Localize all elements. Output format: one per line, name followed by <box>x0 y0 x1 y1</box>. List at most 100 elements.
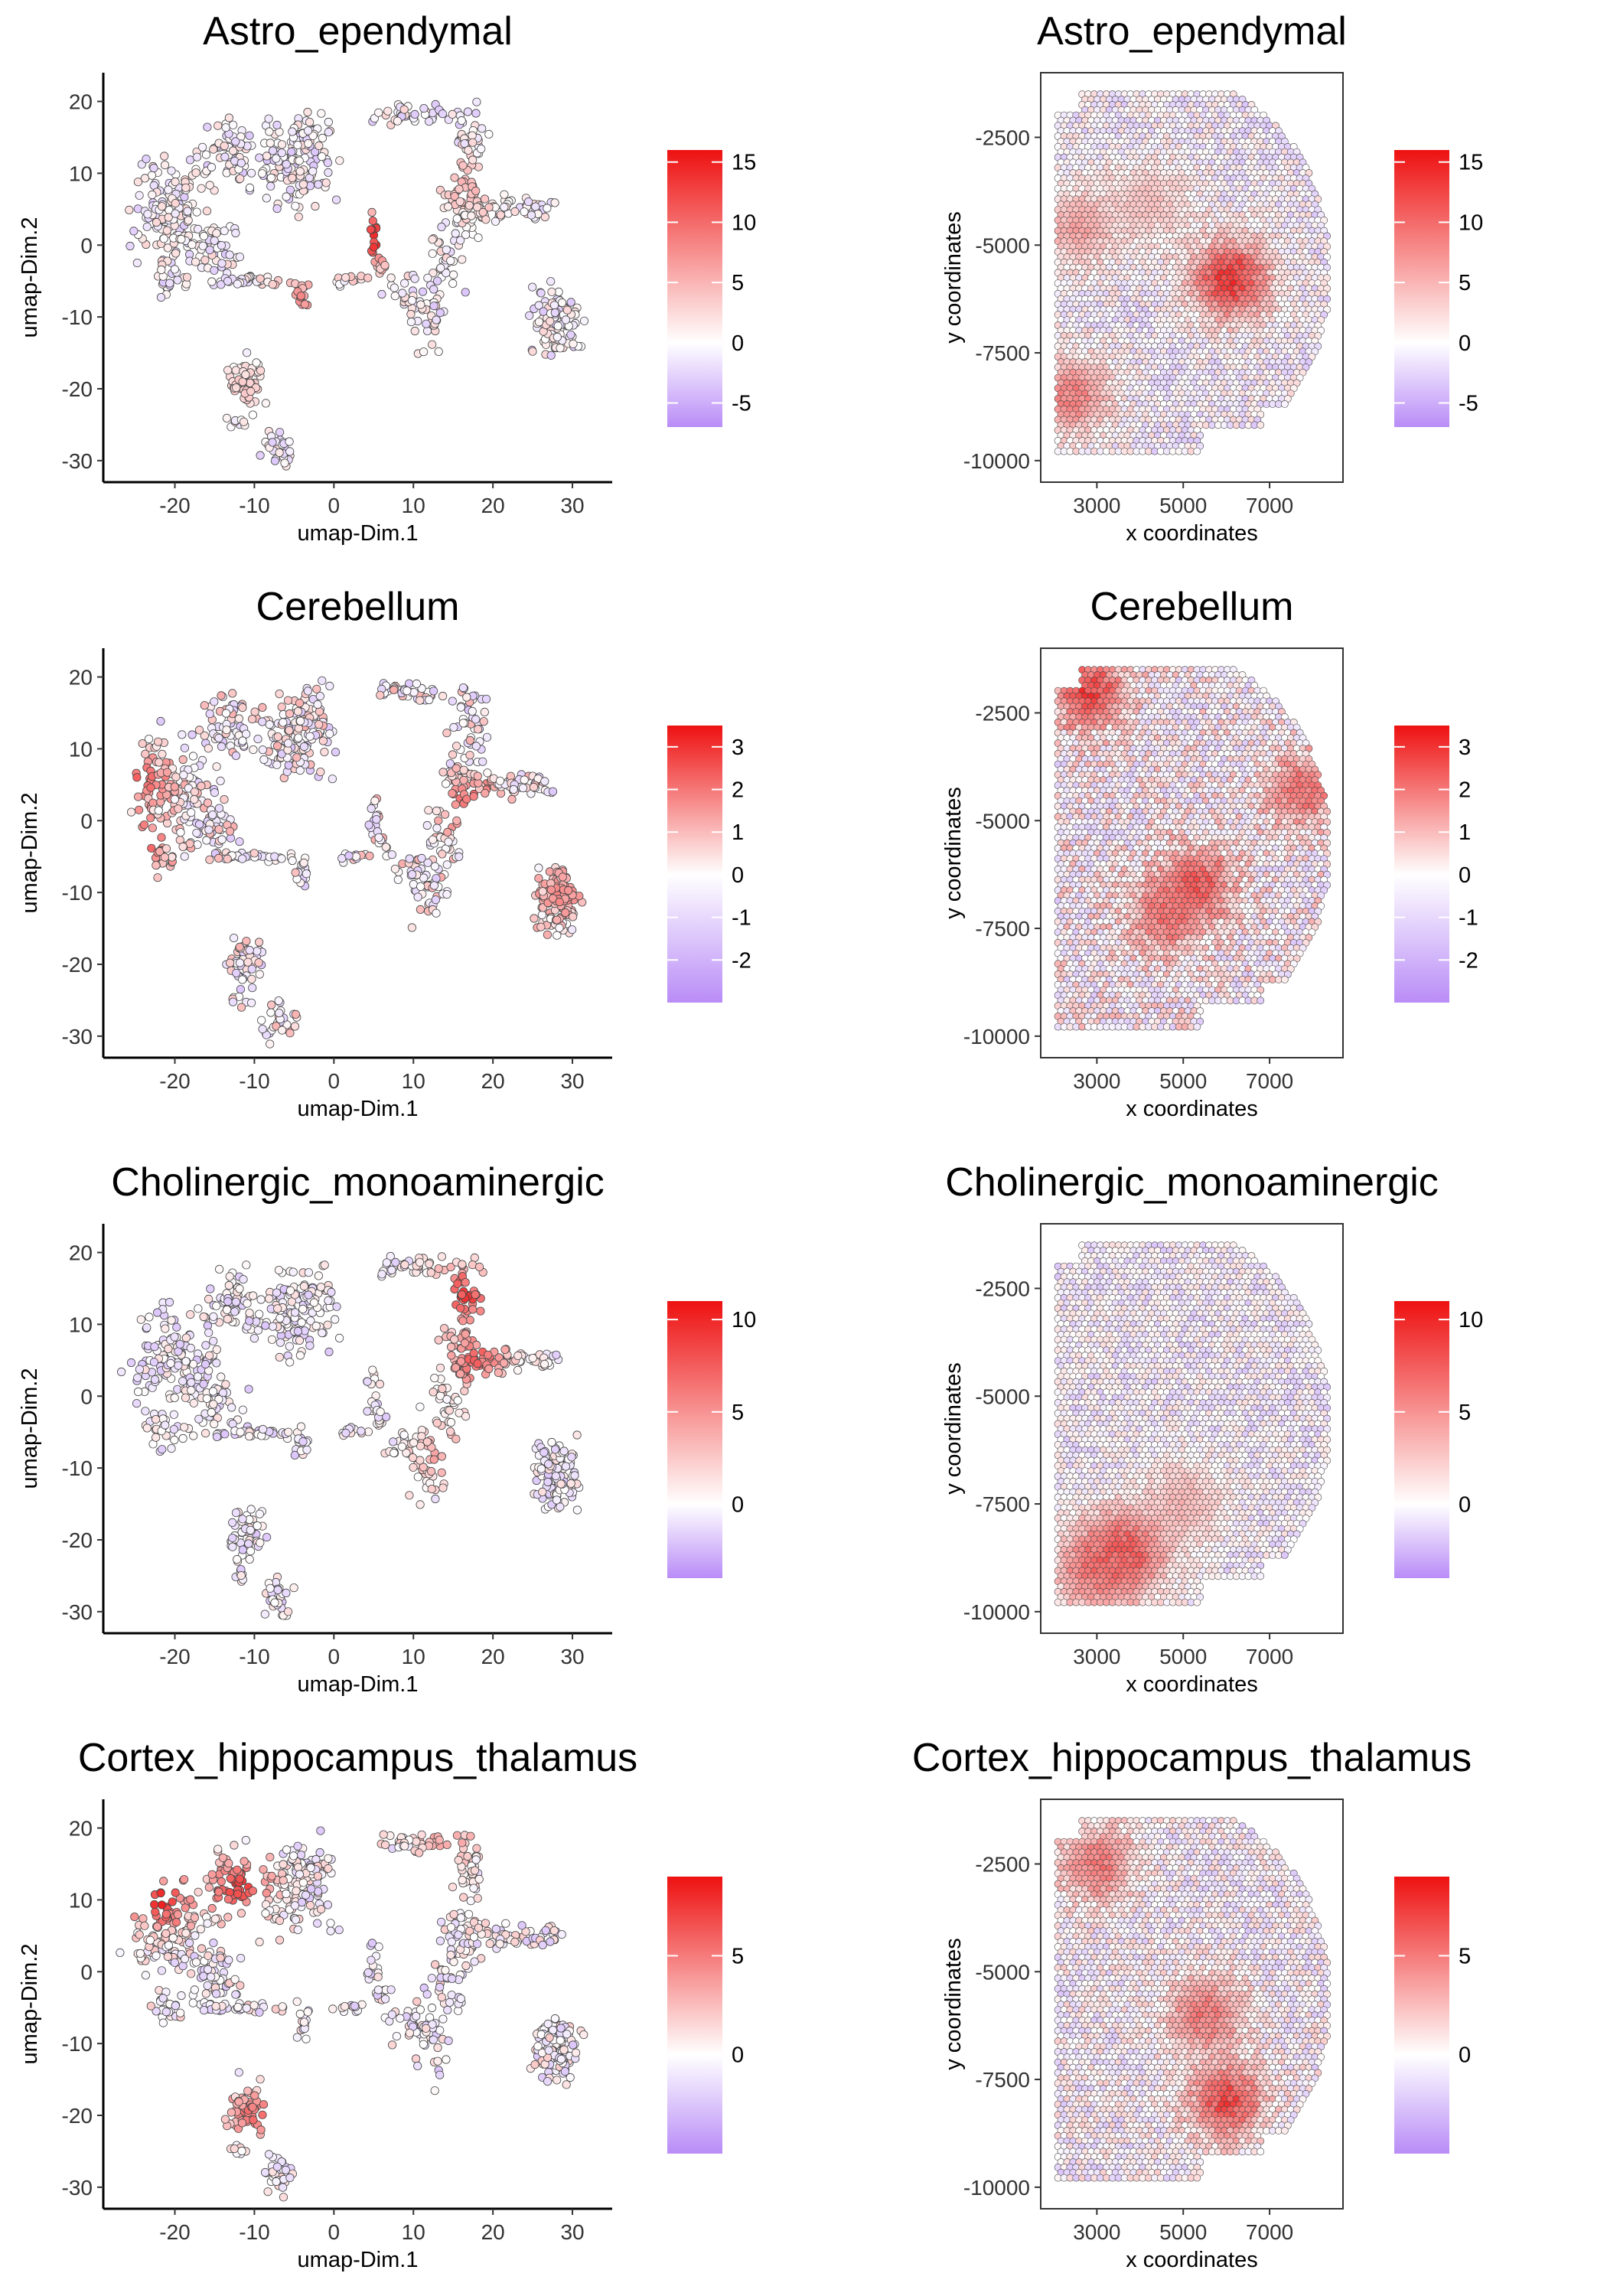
umap-point <box>184 216 193 225</box>
umap-point <box>299 742 309 752</box>
umap-point <box>561 315 571 325</box>
umap-point <box>259 755 269 765</box>
umap-point <box>474 233 483 243</box>
umap-point <box>481 215 491 224</box>
colorbar-tick-label: -2 <box>732 948 751 973</box>
umap-point <box>436 263 445 272</box>
umap-point <box>553 332 562 341</box>
y-tick-label: -10 <box>62 305 93 329</box>
x-tick-label: 0 <box>328 494 341 517</box>
umap-point <box>210 266 219 275</box>
y-axis-label: umap-Dim.2 <box>18 793 42 914</box>
umap-point <box>298 180 308 189</box>
umap-point <box>266 1008 275 1017</box>
umap-point <box>202 207 212 216</box>
umap-point <box>465 735 474 745</box>
umap-point <box>313 700 322 709</box>
umap-point <box>146 814 155 823</box>
umap-point <box>432 276 442 285</box>
umap-point <box>548 787 558 796</box>
x-tick-label: 3000 <box>1073 494 1120 517</box>
umap-point <box>318 736 328 745</box>
umap-point <box>526 210 536 220</box>
umap-point <box>235 942 244 951</box>
umap-point <box>303 687 312 696</box>
umap-point <box>463 107 473 116</box>
umap-point <box>192 828 201 837</box>
x-tick-label: 5000 <box>1159 494 1207 517</box>
umap-point <box>209 145 218 154</box>
umap-point <box>187 808 196 817</box>
umap-point <box>473 771 482 781</box>
umap-point <box>160 161 170 170</box>
umap-point <box>262 194 271 203</box>
x-axis-label: umap-Dim.1 <box>298 521 419 546</box>
umap-point <box>224 113 233 122</box>
umap-point <box>210 236 219 245</box>
umap-point <box>246 168 256 178</box>
umap-point <box>145 735 154 744</box>
umap-point <box>432 874 441 883</box>
umap-point <box>249 849 259 858</box>
umap-point <box>258 717 267 726</box>
umap-point <box>555 923 564 932</box>
umap-point <box>328 775 337 784</box>
umap-point <box>448 696 457 706</box>
y-tick-label: -5000 <box>975 233 1030 257</box>
umap-point <box>205 181 214 190</box>
umap-point <box>304 139 313 148</box>
umap-point <box>416 882 425 891</box>
umap-point <box>284 761 293 770</box>
umap-point <box>553 915 562 925</box>
umap-point <box>374 108 383 117</box>
spot <box>1257 421 1265 429</box>
umap-point <box>272 154 281 163</box>
umap-point <box>495 776 505 785</box>
umap-point <box>247 964 256 974</box>
umap-point <box>207 162 217 172</box>
umap-point <box>451 800 461 809</box>
umap-point <box>261 399 270 408</box>
y-tick-label: 20 <box>69 90 93 114</box>
umap-point <box>295 716 305 726</box>
umap-point <box>167 166 176 175</box>
umap-point <box>438 768 448 777</box>
umap-point <box>518 783 528 793</box>
umap-point <box>270 456 279 465</box>
x-tick-label: 0 <box>328 1069 341 1093</box>
umap-point <box>220 794 229 804</box>
umap-point <box>399 105 409 114</box>
umap-point <box>530 914 539 923</box>
umap-point <box>158 749 167 758</box>
umap-point <box>381 843 390 852</box>
umap-point <box>162 226 171 235</box>
umap-point <box>222 726 231 735</box>
umap-point <box>482 732 492 742</box>
umap-point <box>300 299 310 309</box>
umap-point <box>284 739 293 748</box>
umap-point <box>464 201 474 210</box>
umap-point <box>160 152 169 161</box>
y-tick-label: 10 <box>69 737 93 761</box>
umap-point <box>398 289 407 298</box>
colorbar-tick-label: 2 <box>732 778 744 803</box>
umap-point <box>432 806 442 816</box>
umap-point <box>256 451 265 460</box>
umap-point <box>277 148 286 158</box>
umap-point <box>165 279 174 288</box>
umap-point <box>191 168 200 178</box>
umap-point <box>341 272 350 282</box>
umap-point <box>232 968 241 978</box>
umap-point <box>170 794 179 804</box>
umap-point <box>291 201 300 210</box>
umap-point <box>321 178 331 188</box>
umap-point <box>324 168 333 177</box>
colorbar-tick-label: -5 <box>732 392 751 416</box>
umap-point <box>239 417 249 426</box>
umap-point <box>132 773 142 782</box>
umap-point <box>236 985 245 994</box>
umap-point <box>543 930 553 939</box>
umap-point <box>231 228 240 238</box>
umap-point <box>531 202 540 211</box>
umap-point <box>520 775 529 784</box>
